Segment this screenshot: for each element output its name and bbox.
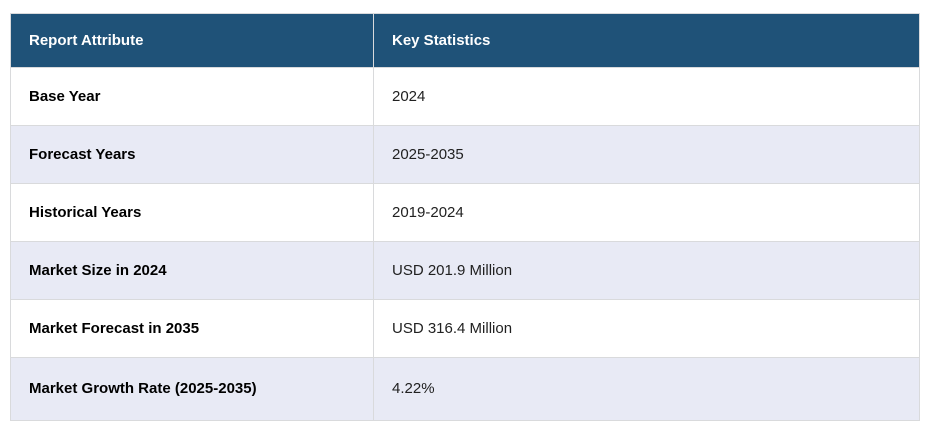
attribute-forecast-years: Forecast Years <box>10 125 374 184</box>
attribute-historical-years: Historical Years <box>10 183 374 242</box>
table-header-row: Report Attribute Key Statistics <box>10 13 920 68</box>
value-forecast-years: 2025-2035 <box>373 125 920 184</box>
value-market-growth-rate: 4.22% <box>373 357 920 421</box>
value-market-size-2024: USD 201.9 Million <box>373 241 920 300</box>
column-header-key-statistics: Key Statistics <box>373 13 920 68</box>
table-row: Base Year 2024 <box>10 67 920 126</box>
value-historical-years: 2019-2024 <box>373 183 920 242</box>
attribute-market-size-2024: Market Size in 2024 <box>10 241 374 300</box>
table-row: Historical Years 2019-2024 <box>10 183 920 242</box>
attribute-market-forecast-2035: Market Forecast in 2035 <box>10 299 374 358</box>
table-header: Report Attribute Key Statistics <box>10 13 920 68</box>
value-base-year: 2024 <box>373 67 920 126</box>
column-header-report-attribute: Report Attribute <box>10 13 374 68</box>
value-market-forecast-2035: USD 316.4 Million <box>373 299 920 358</box>
table-row: Market Forecast in 2035 USD 316.4 Millio… <box>10 299 920 358</box>
table-body: Base Year 2024 Forecast Years 2025-2035 … <box>10 67 920 421</box>
table-row: Market Size in 2024 USD 201.9 Million <box>10 241 920 300</box>
attribute-base-year: Base Year <box>10 67 374 126</box>
table-row: Forecast Years 2025-2035 <box>10 125 920 184</box>
attribute-market-growth-rate: Market Growth Rate (2025-2035) <box>10 357 374 421</box>
report-summary-table: Report Attribute Key Statistics Base Yea… <box>10 13 920 421</box>
table-row: Market Growth Rate (2025-2035) 4.22% <box>10 357 920 421</box>
